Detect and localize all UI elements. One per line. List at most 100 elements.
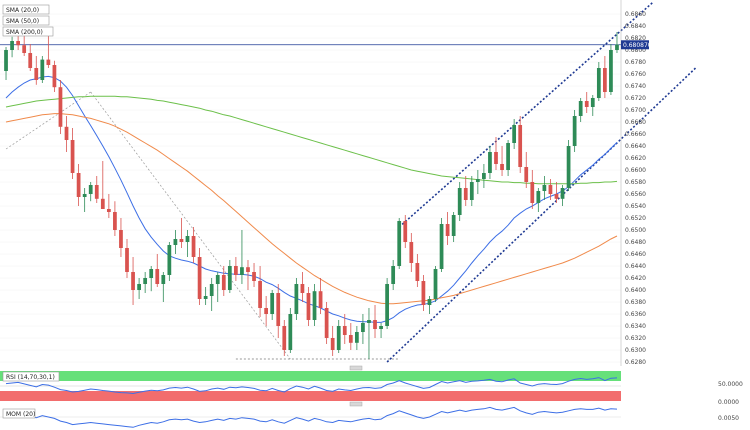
candle <box>288 308 293 353</box>
candle <box>119 218 123 257</box>
candle-body <box>354 332 359 343</box>
candle <box>342 314 347 344</box>
candle-body <box>506 143 510 170</box>
candle <box>554 182 559 203</box>
candle <box>615 32 619 53</box>
rsi-tag <box>2 371 60 382</box>
candle-body <box>203 296 208 299</box>
candle <box>397 218 402 269</box>
candle-body <box>596 68 601 98</box>
candle <box>161 272 166 302</box>
candle-body <box>28 53 33 68</box>
candle <box>379 323 383 338</box>
candle <box>518 116 523 173</box>
candle-body <box>106 209 111 212</box>
candle <box>270 290 275 320</box>
y-tick-label: 0.6720 <box>625 95 646 102</box>
candle-body <box>227 266 232 290</box>
y-tick-label: 0.6820 <box>625 35 646 42</box>
candle <box>385 278 389 329</box>
candle <box>457 182 462 221</box>
candle <box>113 201 117 236</box>
sma200-line <box>5 95 618 185</box>
candle <box>463 176 468 206</box>
candle <box>173 230 178 254</box>
candle-body <box>221 275 226 290</box>
candle-body <box>197 257 202 299</box>
candle-body <box>64 126 69 140</box>
candle <box>354 326 359 350</box>
y-tick-label: 0.6440 <box>625 263 646 270</box>
candle-body <box>22 45 27 53</box>
y-tick-label: 0.6460 <box>625 251 646 258</box>
candle-body <box>312 291 317 320</box>
candle-body <box>348 335 353 343</box>
candle <box>4 47 8 80</box>
rsi-label: RSI (14,70,30,1) <box>6 374 55 381</box>
candle-body <box>397 221 402 266</box>
pane-resize-handle-2[interactable] <box>349 401 363 407</box>
candle <box>330 326 335 356</box>
current-price-badge: 0.680870 <box>621 40 652 50</box>
candle <box>415 254 420 287</box>
candle-body <box>209 284 214 296</box>
y-tick-label: 0.6800 <box>625 47 646 54</box>
descending-line <box>5 91 91 150</box>
moving-averages <box>5 75 618 323</box>
candle-body <box>524 167 529 182</box>
candle-body <box>276 293 281 326</box>
candle-body <box>46 59 51 65</box>
candle-body <box>584 101 589 107</box>
candle-body <box>137 284 141 290</box>
candle <box>215 272 220 302</box>
y-tick-label: 0.6620 <box>625 155 646 162</box>
candle-body <box>270 293 275 314</box>
candle-body <box>246 267 250 272</box>
candle <box>227 260 232 293</box>
candle-body <box>330 338 335 350</box>
candle-body <box>324 308 329 338</box>
candle <box>391 260 396 290</box>
candle <box>584 92 589 113</box>
candle-body <box>306 293 311 320</box>
candle <box>475 170 480 194</box>
y-tick-label: 0.6760 <box>625 71 646 78</box>
candle <box>560 185 565 206</box>
candle <box>28 44 33 71</box>
candle-body <box>373 320 377 329</box>
candle <box>512 119 517 149</box>
candle-body <box>82 194 87 197</box>
candle-body <box>542 185 547 191</box>
y-tick-label: 0.6380 <box>625 299 646 306</box>
sma50-line <box>5 113 618 305</box>
y-tick-label: 0.6640 <box>625 143 646 150</box>
y-tick-label: 0.6420 <box>625 275 646 282</box>
candle-body <box>76 173 81 197</box>
candle <box>312 284 317 326</box>
candle-body <box>294 284 299 314</box>
candle-body <box>185 236 190 242</box>
y-tick-label: 0.6480 <box>625 239 646 246</box>
rsi-pane: RSI (14,70,30,1) 50.0000 <box>0 371 743 401</box>
candle-body <box>560 188 565 199</box>
candle <box>421 275 426 311</box>
candle-body <box>433 269 438 299</box>
candle-body <box>367 320 371 323</box>
candle <box>10 36 14 58</box>
rsi-line <box>0 377 621 395</box>
candle <box>137 278 141 299</box>
candle <box>433 266 438 302</box>
candle-body <box>16 41 20 46</box>
candle <box>149 266 154 292</box>
candle-body <box>500 164 504 170</box>
candle-body <box>342 326 347 335</box>
candle-body <box>603 68 607 92</box>
candle <box>191 227 196 263</box>
candle-body <box>518 125 523 167</box>
candle-body <box>445 224 450 236</box>
candle <box>494 137 498 170</box>
pane-resize-handle[interactable] <box>349 365 363 371</box>
y-tick-label: 0.6540 <box>625 203 646 210</box>
candle <box>240 230 244 284</box>
candle <box>252 263 256 287</box>
